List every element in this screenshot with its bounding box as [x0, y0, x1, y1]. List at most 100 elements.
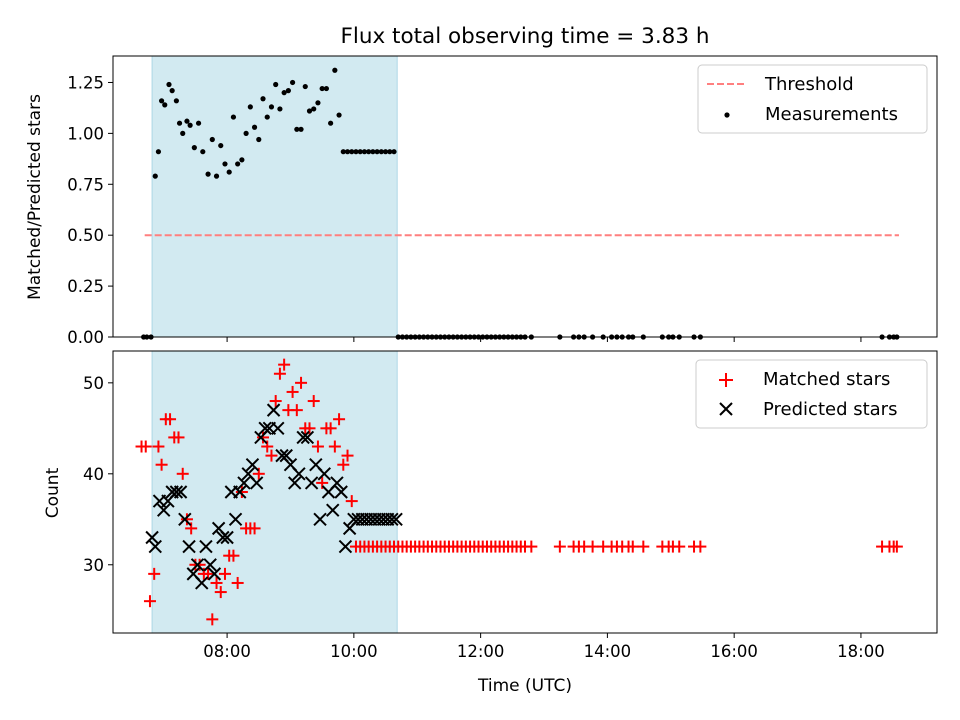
- predicted-star-point: [385, 512, 399, 526]
- matched-star-point: [172, 431, 185, 444]
- matched-star-point: [176, 467, 189, 480]
- predicted-star-point: [287, 476, 302, 490]
- measurement-point: [218, 142, 224, 149]
- top-panel-marks: [141, 67, 900, 340]
- predicted-star-stroke: [385, 512, 399, 526]
- matched-star-point: [337, 458, 350, 471]
- measurement-point: [366, 149, 372, 155]
- matched-star-point: [311, 440, 324, 453]
- matched-star-point: [206, 613, 219, 626]
- predicted-star-stroke: [317, 467, 331, 481]
- predicted-star-stroke: [228, 512, 243, 526]
- predicted-star-point: [317, 467, 331, 481]
- legend-measurements-swatch: [724, 112, 730, 118]
- measurement-point: [323, 85, 329, 92]
- predicted-star-stroke: [313, 512, 327, 526]
- predicted-star-point: [304, 476, 319, 490]
- matched-star-point: [265, 449, 278, 462]
- y-tick-label: 0.25: [67, 277, 104, 296]
- measurement-point: [195, 120, 202, 126]
- measurement-point: [357, 149, 363, 155]
- y-tick-label: 30: [83, 556, 104, 575]
- predicted-star-stroke: [186, 567, 200, 581]
- predicted-star-point: [249, 476, 264, 490]
- predicted-star-point: [245, 458, 260, 472]
- measurement-point: [273, 81, 279, 88]
- measurement-point: [306, 108, 313, 114]
- measurement-point: [374, 149, 380, 155]
- matched-star-point: [155, 458, 168, 471]
- predicted-star-stroke: [203, 558, 217, 572]
- predicted-star-point: [237, 476, 251, 490]
- bottom-legend: Matched stars Predicted stars: [695, 359, 928, 429]
- matched-star-point: [345, 495, 358, 508]
- predicted-star-point: [233, 485, 247, 499]
- predicted-star-stroke: [304, 476, 319, 490]
- y-tick-label: 0.00: [67, 328, 104, 347]
- top-legend-box: [697, 64, 928, 134]
- predicted-star-point: [199, 539, 213, 554]
- legend-matched-label: Matched stars: [763, 369, 890, 390]
- measurement-point: [319, 85, 325, 92]
- predicted-star-point: [207, 567, 222, 581]
- x-tick-label: 14:00: [584, 642, 632, 661]
- predicted-star-point: [326, 503, 340, 517]
- top-legend: Threshold Measurements: [697, 64, 928, 134]
- measurement-point: [378, 149, 384, 155]
- predicted-star-point: [271, 421, 285, 436]
- predicted-star-stroke: [271, 421, 285, 436]
- predicted-star-point: [300, 430, 315, 445]
- measurement-point: [205, 171, 211, 177]
- measurement-point: [281, 90, 287, 96]
- predicted-star-stroke: [237, 476, 251, 490]
- measurement-point: [187, 122, 193, 128]
- x-axis-label: Time (UTC): [477, 676, 572, 696]
- measurement-point: [169, 88, 175, 94]
- predicted-star-stroke: [296, 430, 310, 445]
- predicted-star-point: [190, 558, 205, 572]
- measurement-point: [340, 149, 346, 155]
- predicted-star-stroke: [241, 467, 255, 481]
- measurement-point: [226, 169, 232, 175]
- measurement-point: [155, 149, 162, 155]
- predicted-star-point: [178, 512, 192, 526]
- predicted-star-stroke: [258, 421, 272, 436]
- measurement-point: [349, 149, 355, 155]
- measurement-point: [361, 149, 368, 155]
- bottom-y-axis-label: Count: [43, 467, 63, 518]
- matched-star-point: [273, 367, 286, 380]
- measurement-point: [180, 130, 186, 136]
- matched-star-point: [214, 586, 227, 599]
- measurement-point: [302, 83, 308, 90]
- predicted-star-point: [173, 485, 188, 499]
- matched-star-point: [586, 540, 599, 553]
- matched-star-point: [235, 486, 248, 498]
- bottom-panel-marks: [135, 358, 903, 626]
- predicted-star-stroke: [309, 458, 323, 472]
- measurement-point: [213, 173, 220, 179]
- observing-window-shade-top: [151, 55, 398, 338]
- bottom-panel-frame: [112, 350, 938, 634]
- predicted-star-point: [148, 539, 162, 554]
- predicted-star-point: [389, 512, 403, 526]
- predicted-star-stroke: [145, 530, 159, 545]
- measurement-point: [264, 114, 270, 120]
- matched-star-point: [143, 595, 156, 608]
- measurement-point: [173, 98, 179, 104]
- predicted-star-stroke: [190, 558, 205, 572]
- measurement-point: [251, 124, 258, 130]
- y-tick-label: 0.75: [67, 175, 104, 194]
- measurement-point: [230, 114, 237, 120]
- predicted-star-stroke: [178, 512, 192, 526]
- measurement-point: [166, 81, 172, 88]
- measurement-point: [382, 149, 389, 155]
- measurement-point: [239, 157, 245, 163]
- matched-star-point: [307, 395, 320, 408]
- matched-star-point: [694, 540, 707, 553]
- measurement-point: [294, 126, 300, 132]
- measurement-point: [336, 112, 342, 118]
- measurement-point: [268, 104, 275, 110]
- matched-star-point: [286, 385, 299, 398]
- predicted-star-stroke: [283, 458, 298, 472]
